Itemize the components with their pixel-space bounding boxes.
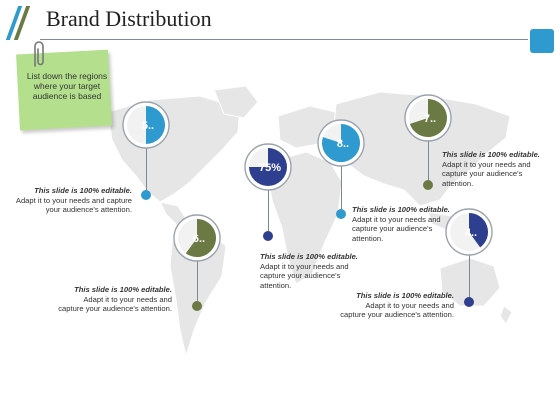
sticky-note-text: List down the regions where your target … <box>26 71 108 101</box>
pin-dot <box>192 301 202 311</box>
marker-desc-1: This slide is 100% editable. Adapt it to… <box>14 186 132 215</box>
marker-desc-title: This slide is 100% editable. <box>260 252 358 261</box>
marker-desc-body: Adapt it to your needs and capture your … <box>352 214 441 243</box>
marker-desc-title: This slide is 100% editable. <box>34 186 132 195</box>
new-zealand-shape <box>499 305 513 325</box>
paperclip-icon <box>34 41 44 67</box>
pin-dot <box>263 231 273 241</box>
marker-badge: 75% <box>244 143 292 191</box>
marker-badge: 8.. <box>317 119 365 167</box>
title-divider <box>40 39 528 40</box>
australia-shape <box>439 257 501 307</box>
badge-slice <box>249 148 287 186</box>
pin-line <box>341 166 342 214</box>
badge-label: 5.. <box>142 120 154 132</box>
marker-badge: 6.. <box>173 214 221 262</box>
marker-desc-body: Adapt it to your needs and capture your … <box>15 195 132 215</box>
pin-dot <box>423 180 433 190</box>
badge-slice <box>409 99 448 137</box>
pin-dot <box>141 190 151 200</box>
marker-badge: 7.. <box>404 94 452 142</box>
marker-desc-5: This slide is 100% editable. Adapt it to… <box>442 150 550 188</box>
pin-line <box>146 148 147 195</box>
marker-desc-body: Adapt it to your needs and capture your … <box>442 159 531 188</box>
marker-badge: 4.. <box>445 208 493 256</box>
marker-desc-body: Adapt it to your needs and capture your … <box>340 300 454 320</box>
badge-slice <box>146 106 165 144</box>
pin-dot <box>336 209 346 219</box>
marker-desc-title: This slide is 100% editable. <box>356 291 454 300</box>
pin-line <box>428 141 429 185</box>
marker-desc-2: This slide is 100% editable. Adapt it to… <box>56 285 172 314</box>
pin-dot <box>464 297 474 307</box>
south-america-shape <box>169 227 227 358</box>
badge-label: 7.. <box>424 113 436 125</box>
page-title: Brand Distribution <box>46 6 212 31</box>
badge-label: 4.. <box>465 227 477 239</box>
badge-slice <box>469 213 488 248</box>
marker-desc-title: This slide is 100% editable. <box>352 205 450 214</box>
marker-desc-title: This slide is 100% editable. <box>442 150 540 159</box>
marker-desc-3: This slide is 100% editable. Adapt it to… <box>260 252 370 290</box>
marker-desc-body: Adapt it to your needs and capture your … <box>260 261 349 290</box>
badge-slice <box>185 219 216 257</box>
pin-line <box>197 261 198 306</box>
corner-square <box>530 29 554 53</box>
badge-slice <box>322 124 361 163</box>
marker-badge: 5.. <box>122 101 170 149</box>
badge-label: 75% <box>259 162 281 174</box>
badge-label: 6.. <box>193 233 205 245</box>
pin-line <box>268 190 269 236</box>
greenland-shape <box>213 85 259 119</box>
marker-desc-title: This slide is 100% editable. <box>74 285 172 294</box>
marker-desc-4: This slide is 100% editable. Adapt it to… <box>352 205 456 243</box>
marker-desc-6: This slide is 100% editable. Adapt it to… <box>340 291 454 320</box>
badge-label: 8.. <box>337 138 349 150</box>
pin-line <box>469 255 470 302</box>
marker-desc-body: Adapt it to your needs and capture your … <box>58 294 172 314</box>
